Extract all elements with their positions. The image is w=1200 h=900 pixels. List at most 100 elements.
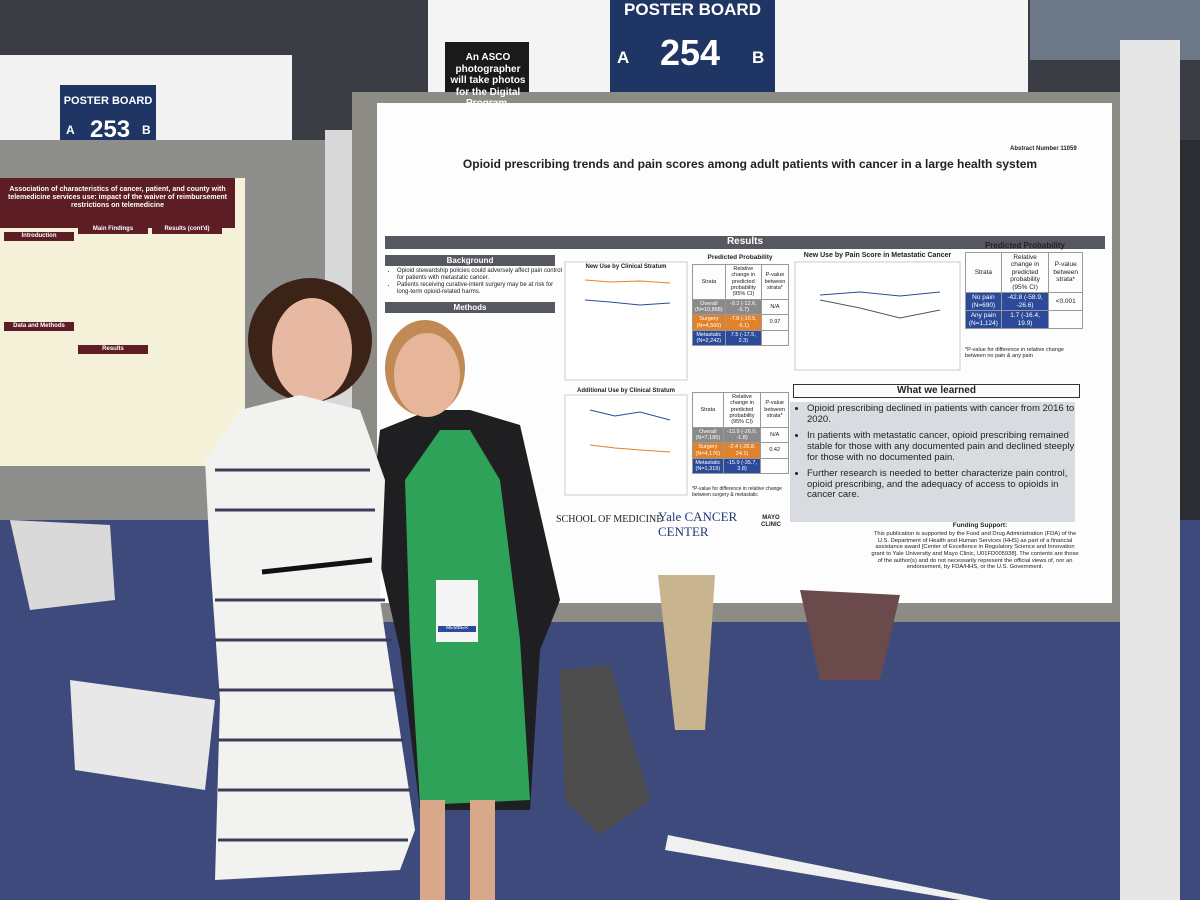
logo: Yale CANCER CENTER	[658, 509, 738, 539]
table-header-cell: Strata	[692, 264, 726, 300]
notice: An ASCO photographer will take photos fo…	[450, 52, 526, 109]
chair	[70, 680, 215, 790]
chart-line	[589, 444, 671, 453]
table-cell: Overall (N=10,868)	[692, 298, 726, 316]
table-heading: Predicted Probability	[984, 241, 1066, 250]
section-heading: Methods	[385, 302, 555, 314]
table-cell: Surgery (N=4,176)	[692, 442, 724, 459]
chart-title: New Use by Clinical Stratum	[585, 264, 667, 270]
table-row: Metastatic (N=2,242) 7.5 (-17.5, 2.3)	[692, 329, 790, 347]
table-row: Overall (N=10,868) -9.2 (-12.6, -5.7) N/A	[692, 298, 790, 316]
learned-box	[790, 402, 1075, 522]
table-header-cell: Strata	[692, 392, 724, 428]
abstract-number: Abstract Number 11059	[1010, 146, 1077, 152]
sign-side: A	[66, 123, 75, 137]
poster-tube	[665, 835, 990, 900]
left-heading: Results (cont'd)	[152, 225, 222, 234]
table-cell: -9.2 (-12.6, -5.7)	[724, 298, 762, 316]
person-legs	[800, 590, 900, 680]
table-new-use: Strata Relative change in predicted proba…	[692, 264, 790, 347]
badge-label: MEMBER	[438, 625, 476, 632]
table-cell	[1048, 310, 1083, 330]
table-cell: 0.97	[760, 314, 790, 331]
table-cell: N/A	[760, 426, 789, 444]
table-cell: -13.9 (-26.0, -1.8)	[722, 426, 762, 444]
table-header-row: Strata Relative change in predicted proba…	[965, 251, 1083, 294]
funding-heading: Funding Support:	[952, 522, 1008, 529]
chart-title: New Use by Pain Score in Metastatic Canc…	[803, 252, 952, 259]
left-heading: Results	[78, 345, 148, 354]
table-cell: -2.4 (-28.8, 24.1)	[722, 442, 762, 459]
table-row: Metastatic (N=1,319) -15.9 (-35.7, 3.8)	[692, 457, 789, 475]
logo: SCHOOL OF MEDICINE	[556, 514, 663, 525]
left-poster-header	[0, 178, 235, 228]
sign-254-panel	[610, 0, 775, 95]
chart-2	[794, 261, 961, 371]
sign-side: B	[142, 123, 151, 137]
table-cell	[760, 457, 789, 475]
bullet: Further research is needed to better cha…	[807, 468, 1077, 502]
table-cell: -7.8 (-10.5, -5.1)	[724, 314, 762, 331]
left-heading: Introduction	[4, 232, 74, 241]
table-cell: Metastatic (N=1,319)	[692, 457, 724, 475]
table-cell: -42.8 (-58.9, -26.6)	[1000, 292, 1050, 312]
sign-label: POSTER BOARD	[63, 95, 153, 107]
notice-box	[445, 42, 529, 100]
badge	[436, 580, 478, 642]
sign-side: B	[752, 48, 765, 67]
face	[272, 298, 352, 402]
sign-number: 253	[90, 116, 131, 143]
table-header-cell: Relative change in predicted probability…	[1000, 251, 1050, 294]
bullet: Opioid prescribing declined in patients …	[807, 403, 1077, 426]
table-heading: Predicted Probability	[707, 254, 773, 261]
table-cell: 0.42	[760, 442, 789, 459]
section-heading: What we learned	[793, 384, 1080, 398]
results-heading: Results	[726, 236, 764, 247]
face	[394, 333, 460, 417]
striped-dress	[205, 395, 415, 880]
leg	[470, 800, 495, 900]
table-note: *P-value for difference in relative chan…	[692, 486, 782, 498]
belt	[261, 557, 373, 575]
table-cell: Any pain (N=1,124)	[965, 310, 1002, 330]
table-cell: 1.7 (-16.4, 19.9)	[1000, 310, 1050, 330]
table-additional: Strata Relative change in predicted proba…	[692, 392, 789, 475]
table-row: Any pain (N=1,124) 1.7 (-16.4, 19.9)	[965, 310, 1083, 330]
table-cell: Overall (N=7,185)	[692, 426, 724, 444]
person-legs	[658, 575, 715, 730]
bullet: Opioid stewardship policies could advers…	[397, 268, 562, 282]
leg	[420, 800, 445, 900]
results-bar	[385, 236, 1105, 249]
table-row: Surgery (N=4,176) -2.4 (-28.8, 24.1) 0.42	[692, 442, 789, 459]
table-cell: -15.9 (-35.7, 3.8)	[722, 457, 762, 475]
sign-side: A	[617, 48, 630, 67]
table-cell: <0.001	[1048, 292, 1083, 312]
table-cell: Surgery (N=4,560)	[692, 314, 726, 331]
bullet: In patients with metastatic cancer, opio…	[807, 430, 1077, 464]
table-row: No pain (N=690) -42.8 (-58.9, -26.6) <0.00…	[965, 292, 1083, 312]
sign-number: 254	[660, 32, 721, 73]
table-header-row: Strata Relative change in predicted proba…	[692, 264, 790, 300]
stripes	[215, 468, 410, 842]
left-heading: Main Findings	[78, 225, 148, 234]
background-list: Opioid stewardship policies could advers…	[385, 268, 562, 296]
sign-label: POSTER BOARD	[624, 0, 761, 19]
table-cell: 7.5 (-17.5, 2.3)	[724, 329, 762, 347]
funding-text: This publication is supported by the Foo…	[871, 531, 1079, 571]
table-header-cell: P-value between strata*	[760, 392, 789, 428]
table-header-row: Strata Relative change in predicted proba…	[692, 392, 789, 428]
learned-list: Opioid prescribing declined in patients …	[795, 403, 1077, 502]
section-heading: Background	[385, 255, 555, 267]
table-header-cell: P-value between strata*	[760, 264, 790, 300]
left-poster-title: Association of characteristics of cancer…	[7, 186, 228, 210]
chart-title: Additional Use by Clinical Stratum	[576, 388, 675, 394]
chair	[10, 520, 115, 610]
chart-line	[589, 409, 671, 421]
chart-3	[564, 394, 688, 496]
table-header-cell: Strata	[965, 251, 1002, 294]
bullet: Patients receiving curative-intent surge…	[397, 282, 562, 296]
chart-line	[819, 299, 941, 319]
table-row: Surgery (N=4,560) -7.8 (-10.5, -5.1) 0.97	[692, 314, 790, 331]
table-cell: N/A	[760, 298, 790, 316]
